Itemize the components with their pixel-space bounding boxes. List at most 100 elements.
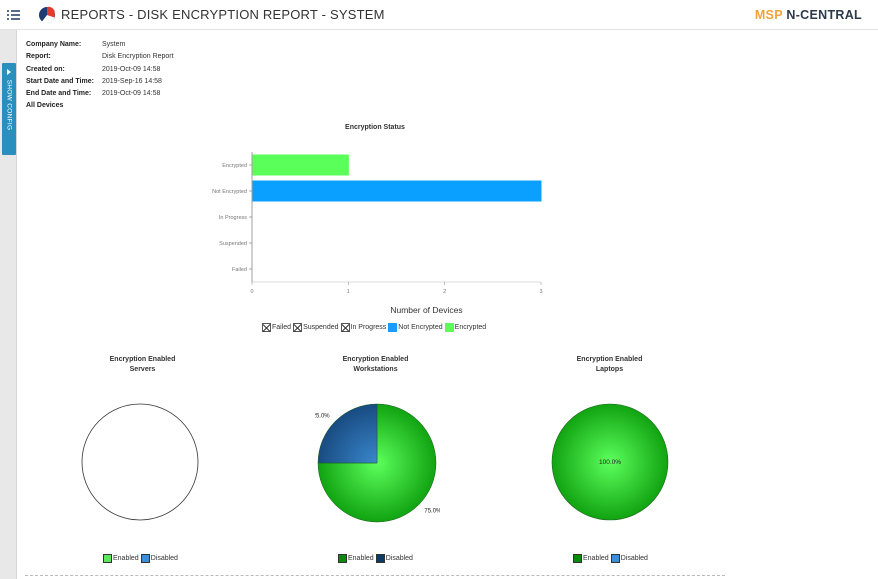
x-tick-label: 3 xyxy=(539,289,542,295)
encryption-status-chart: Encrypted Not Encrypted In Progress Suspend… xyxy=(212,152,543,315)
legend-item[interactable]: Disabled xyxy=(140,554,178,563)
y-tick-label: Failed xyxy=(232,267,247,273)
pie-slice-enabled xyxy=(551,403,669,521)
x-tick-label: 2 xyxy=(443,289,446,295)
legend-label: Failed xyxy=(272,324,292,331)
workstations-pie-title: Encryption Enabled Workstations xyxy=(328,355,423,375)
laptops-pie-title: Encryption Enabled Laptops xyxy=(562,355,657,375)
legend-label: Enabled xyxy=(113,555,139,562)
legend-label: Disabled xyxy=(620,555,648,562)
workstations-pie-chart: 75.0% 25.0% xyxy=(315,403,440,523)
legend-label: Not Encrypted xyxy=(398,324,443,331)
y-tick-label: Not Encrypted xyxy=(212,189,247,195)
report-info-row: Created on: 2019-Oct-09 14:58 xyxy=(26,64,174,76)
legend-item[interactable]: Suspended xyxy=(293,323,339,332)
legend-item[interactable]: Disabled xyxy=(375,554,413,563)
legend-item[interactable]: Enabled xyxy=(103,554,139,563)
top-bar: REPORTS - DISK ENCRYPTION REPORT - SYSTE… xyxy=(0,0,878,30)
laptops-pie-chart: 100.0% xyxy=(551,403,669,521)
brand-prefix: MSP xyxy=(754,8,783,22)
report-info-label: Company Name: xyxy=(26,41,82,48)
pie-empty xyxy=(81,403,199,521)
legend-swatch xyxy=(140,554,150,563)
legend-item[interactable]: Enabled xyxy=(573,554,609,563)
legend-swatch xyxy=(293,323,303,332)
bar-not-encrypted xyxy=(252,180,542,202)
legend-label: Encrypted xyxy=(454,324,487,331)
brand-logo: MSP N-CENTRAL xyxy=(755,8,862,22)
page-title: REPORTS - DISK ENCRYPTION REPORT - SYSTE… xyxy=(61,7,385,22)
report-info-row: All Devices xyxy=(26,100,174,112)
legend-swatch xyxy=(444,323,454,332)
sidebar-strip xyxy=(0,30,17,579)
legend-swatch xyxy=(262,323,271,332)
report-info-label: End Date and Time: xyxy=(26,90,92,98)
legend-swatch xyxy=(338,554,347,563)
pie-slice-enabled xyxy=(317,403,437,523)
reports-pie-logo-icon xyxy=(39,6,55,24)
pie-slice-disabled xyxy=(317,403,378,464)
bar-chart-legend: Failed Suspended In Progress Not Encrypted E… xyxy=(262,323,488,332)
pie-slice-label: 75.0% xyxy=(424,508,440,514)
report-info-label: Created on: xyxy=(26,65,65,73)
workstations-pie-title-line1: Encryption Enabled xyxy=(342,356,409,363)
report-info-label: All Devices xyxy=(26,102,64,110)
y-tick-label: Suspended xyxy=(219,241,247,247)
workstations-pie-title-line2: Workstations xyxy=(353,366,398,373)
hamburger-menu-icon[interactable] xyxy=(6,8,24,22)
laptops-pie-title-line1: Encryption Enabled xyxy=(576,356,643,363)
legend-item[interactable]: In Progress xyxy=(340,323,387,332)
servers-pie-chart xyxy=(81,403,199,521)
bar-chart-title: Encryption Status xyxy=(345,124,405,131)
legend-label: In Progress xyxy=(350,324,387,331)
legend-item[interactable]: Disabled xyxy=(610,554,648,563)
expand-arrow-icon xyxy=(7,69,11,75)
x-tick-label: 1 xyxy=(347,289,350,295)
legend-swatch xyxy=(388,323,398,332)
report-info-value: System xyxy=(102,41,126,48)
pie-slice-label: 100.0% xyxy=(599,459,621,466)
report-info-row: Company Name: System xyxy=(26,39,174,51)
legend-label: Enabled xyxy=(583,555,609,562)
legend-swatch xyxy=(340,323,350,332)
legend-swatch xyxy=(103,554,112,563)
servers-pie-title: Encryption Enabled Servers xyxy=(95,355,190,375)
report-info-value: 2019-Sep-16 14:58 xyxy=(102,77,162,85)
legend-label: Enabled xyxy=(348,555,374,562)
report-info-label: Report: xyxy=(26,53,51,61)
legend-item[interactable]: Encrypted xyxy=(444,323,487,332)
legend-swatch xyxy=(573,554,582,563)
legend-item[interactable]: Failed xyxy=(262,323,291,332)
pie-slice-label: 25.0% xyxy=(315,414,330,420)
legend-label: Suspended xyxy=(303,324,339,331)
workstations-pie-legend: Enabled Disabled xyxy=(338,554,415,563)
report-info-value: Disk Encryption Report xyxy=(102,53,174,61)
laptops-pie-legend: Enabled Disabled xyxy=(573,554,650,563)
report-info-value: 2019-Oct-09 14:58 xyxy=(102,65,161,73)
x-tick-label: 0 xyxy=(250,289,253,295)
report-info-row: Report: Disk Encryption Report xyxy=(26,51,174,63)
show-config-label: SHOW CONFIG xyxy=(5,79,13,131)
report-info: Company Name: System Report: Disk Encryptio… xyxy=(26,39,174,113)
y-tick-label: In Progress xyxy=(219,215,247,221)
brand-name: N-CENTRAL xyxy=(786,8,862,22)
section-divider xyxy=(25,575,725,576)
legend-label: Disabled xyxy=(150,555,178,562)
bar-encrypted xyxy=(252,154,349,176)
report-info-label: Start Date and Time: xyxy=(26,77,94,85)
legend-swatch xyxy=(610,554,620,563)
legend-swatch xyxy=(375,554,385,563)
servers-pie-legend: Enabled Disabled xyxy=(103,554,180,563)
legend-item[interactable]: Not Encrypted xyxy=(388,323,443,332)
report-info-row: Start Date and Time: 2019-Sep-16 14:58 xyxy=(26,76,174,88)
show-config-tab[interactable]: SHOW CONFIG xyxy=(2,63,16,155)
laptops-pie-title-line2: Laptops xyxy=(595,366,624,373)
legend-label: Disabled xyxy=(385,555,413,562)
servers-pie-title-line1: Encryption Enabled xyxy=(109,356,176,363)
report-info-row: End Date and Time: 2019-Oct-09 14:58 xyxy=(26,88,174,100)
servers-pie-title-line2: Servers xyxy=(129,366,156,373)
report-info-value: 2019-Oct-09 14:58 xyxy=(102,90,161,98)
x-axis-label: Number of Devices xyxy=(390,305,462,315)
y-tick-label: Encrypted xyxy=(222,163,247,169)
legend-item[interactable]: Enabled xyxy=(338,554,374,563)
